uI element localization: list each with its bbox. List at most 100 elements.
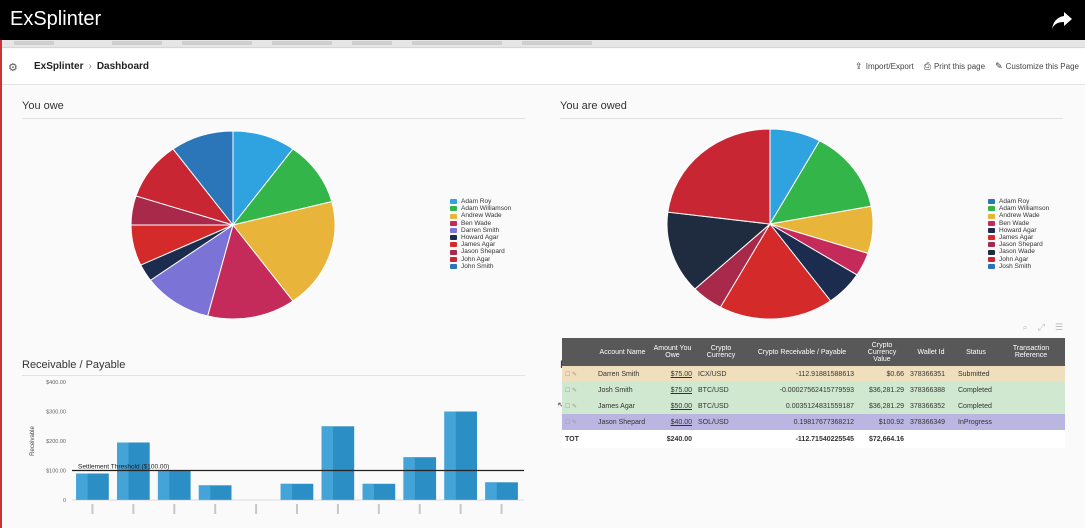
- row-actions[interactable]: ☐ ✎: [565, 371, 578, 378]
- you-owe-pie-slice[interactable]: [232, 201, 336, 302]
- cell-amount[interactable]: $40.00: [670, 418, 692, 426]
- menu-icon[interactable]: ☰: [1054, 322, 1063, 332]
- legend-item[interactable]: James Agar: [988, 234, 1049, 241]
- you-are-owed-pie-slice[interactable]: [769, 140, 872, 225]
- legend-item[interactable]: Andrew Wade: [450, 212, 511, 219]
- totals-cell: -112.71540225545: [747, 430, 857, 448]
- legend-swatch: [988, 249, 995, 255]
- search-icon[interactable]: ⌕: [1022, 322, 1028, 332]
- table-row[interactable]: ☐ ✎ Josh Smith $75.00 BTC/USD -0.00027562415…: [562, 382, 1065, 398]
- y-tick-label: $400.00: [46, 380, 66, 386]
- page-actions: ⇪ Import/Export ⎙ Print this page ✎ Customi…: [855, 61, 1079, 72]
- cell-reference: [997, 414, 1065, 430]
- legend-item[interactable]: Adam Roy: [450, 198, 511, 205]
- cell-amount[interactable]: $75.00: [670, 386, 692, 394]
- cell-status: Submitted: [958, 370, 990, 378]
- table-row[interactable]: ☐ ✎ Darren Smith $75.00 ICX/USD -112.9188158…: [562, 366, 1065, 382]
- legend-item[interactable]: Jason Shepard: [450, 248, 511, 255]
- legend-item[interactable]: Ben Wade: [450, 220, 511, 227]
- you-owe-pie-slice[interactable]: [207, 223, 294, 320]
- bar-highlight: [485, 482, 497, 500]
- legend-item[interactable]: John Agar: [988, 256, 1049, 263]
- cell-value: $100.92: [878, 418, 904, 426]
- you-owe-pie-slice[interactable]: [231, 148, 333, 226]
- column-header[interactable]: Status: [955, 338, 997, 366]
- breadcrumb: ExSplinter › Dashboard: [34, 61, 150, 72]
- column-header[interactable]: [562, 338, 595, 366]
- column-header[interactable]: Wallet Id: [907, 338, 955, 366]
- y-tick-label: $200.00: [46, 439, 66, 445]
- cell-amount[interactable]: $50.00: [670, 402, 692, 410]
- column-header[interactable]: Crypto Receivable / Payable: [747, 338, 857, 366]
- you-are-owed-legend: Adam Roy Adam Williamson Andrew Wade Ben Wa…: [988, 198, 1049, 270]
- you-owe-divider: [22, 118, 525, 119]
- legend-item[interactable]: James Agar: [450, 241, 511, 248]
- you-owe-pie-slice[interactable]: [172, 130, 234, 227]
- row-actions[interactable]: ☐ ✎: [565, 403, 578, 410]
- legend-item[interactable]: Howard Agar: [988, 227, 1049, 234]
- bar-highlight: [321, 426, 333, 501]
- cell-crypto: BTC/USD: [698, 402, 729, 410]
- row-actions[interactable]: ☐ ✎: [565, 387, 578, 394]
- legend-item[interactable]: John Agar: [450, 256, 511, 263]
- legend-item[interactable]: Jason Wade: [988, 248, 1049, 255]
- expand-icon[interactable]: ⤢: [1037, 322, 1045, 332]
- page-toolbar: ⚙ ExSplinter › Dashboard ⇪ Import/Export ⎙ P…: [2, 49, 1085, 85]
- you-are-owed-pie-slice[interactable]: [666, 211, 772, 290]
- table-row[interactable]: ☐ ✎ James Agar $50.00 BTC/USD 0.003512483155…: [562, 398, 1065, 414]
- legend-item[interactable]: Darren Smith: [450, 227, 511, 234]
- column-header[interactable]: Crypto Currency: [695, 338, 747, 366]
- table-row[interactable]: ☐ ✎ Jason Shepard $40.00 SOL/USD 0.198176773…: [562, 414, 1065, 430]
- legend-item[interactable]: Jason Shepard: [988, 241, 1049, 248]
- cell-receivable: 0.19817677368212: [793, 418, 854, 426]
- legend-label: Ben Wade: [461, 219, 492, 227]
- cell-status: InProgress: [958, 418, 992, 426]
- import-export-button[interactable]: ⇪ Import/Export: [855, 61, 914, 72]
- legend-label: Howard Agar: [461, 234, 499, 242]
- legend-swatch: [988, 263, 995, 269]
- legend-label: John Agar: [461, 255, 491, 263]
- column-header[interactable]: Amount You Owe: [650, 338, 695, 366]
- legend-label: Ben Wade: [999, 219, 1030, 227]
- customize-button[interactable]: ✎ Customize this Page: [995, 61, 1079, 72]
- you-are-owed-pie-slice[interactable]: [667, 128, 771, 225]
- legend-swatch: [450, 263, 457, 269]
- legend-label: Josh Smith: [999, 262, 1032, 270]
- breadcrumb-app[interactable]: ExSplinter: [34, 61, 84, 72]
- totals-row: TOT $240.00 -112.71540225545 $72,664.16: [562, 430, 1065, 448]
- legend-label: John Agar: [999, 255, 1029, 263]
- you-are-owed-pie-slice[interactable]: [719, 223, 832, 320]
- legend-swatch: [450, 249, 457, 255]
- legend-item[interactable]: Adam Roy: [988, 198, 1049, 205]
- print-button[interactable]: ⎙ Print this page: [924, 61, 985, 72]
- legend-item[interactable]: Josh Smith: [988, 263, 1049, 270]
- cell-crypto: ICX/USD: [698, 370, 727, 378]
- totals-cell: [695, 430, 747, 448]
- you-owe-legend: Adam Roy Adam Williamson Andrew Wade Ben Wa…: [450, 198, 511, 270]
- legend-item[interactable]: Ben Wade: [988, 220, 1049, 227]
- cell-amount[interactable]: $75.00: [670, 370, 692, 378]
- column-header[interactable]: Crypto Currency Value: [857, 338, 907, 366]
- bar-highlight: [117, 442, 129, 500]
- gear-icon[interactable]: ⚙: [8, 62, 18, 74]
- legend-swatch: [988, 199, 995, 205]
- you-owe-pie-slice[interactable]: [149, 223, 234, 317]
- legend-item[interactable]: Howard Agar: [450, 234, 511, 241]
- legend-item[interactable]: Adam Williamson: [988, 205, 1049, 212]
- legend-label: Adam Roy: [461, 198, 492, 205]
- cell-reference: [997, 382, 1065, 398]
- legend-item[interactable]: John Smith: [450, 263, 511, 270]
- column-header[interactable]: Account Name: [595, 338, 650, 366]
- you-are-owed-pie-chart: [666, 128, 874, 320]
- legend-swatch: [450, 235, 457, 241]
- legend-item[interactable]: Adam Williamson: [450, 205, 511, 212]
- y-tick-label: 0: [63, 498, 66, 504]
- customize-icon: ✎: [995, 61, 1003, 71]
- legend-swatch: [450, 206, 457, 212]
- column-header[interactable]: Transaction Reference: [997, 338, 1065, 366]
- totals-cell: [907, 430, 955, 448]
- legend-item[interactable]: Andrew Wade: [988, 212, 1049, 219]
- share-arrow-icon[interactable]: [1051, 10, 1073, 30]
- cell-reference: [997, 398, 1065, 414]
- row-actions[interactable]: ☐ ✎: [565, 419, 578, 426]
